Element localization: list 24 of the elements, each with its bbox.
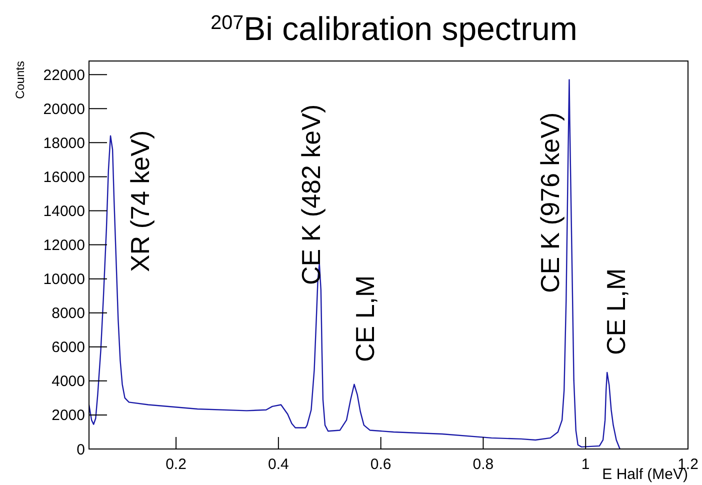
y-tick-label: 12000 bbox=[43, 237, 85, 254]
x-tick-label: 0.4 bbox=[268, 456, 289, 473]
y-tick-label: 6000 bbox=[52, 339, 85, 356]
x-tick-label: 1 bbox=[581, 456, 590, 473]
annotation: XR (74 keV) bbox=[125, 130, 156, 272]
annotation: CE K (976 keV) bbox=[535, 112, 566, 293]
x-tick-label: 0.6 bbox=[370, 456, 392, 473]
y-tick-label: 16000 bbox=[43, 168, 85, 186]
annotation: CE L,M bbox=[350, 275, 380, 362]
y-tick-label: 18000 bbox=[43, 134, 85, 152]
y-tick-label: 20000 bbox=[43, 100, 85, 118]
y-tick-label: 2000 bbox=[52, 407, 85, 424]
y-tick-label: 10000 bbox=[43, 271, 85, 288]
y-tick-label: 4000 bbox=[52, 373, 85, 390]
chart-title: $^{207}$Bi calibration spectrum bbox=[210, 10, 578, 47]
y-axis-title: Counts bbox=[13, 61, 27, 100]
y-tick-label: 8000 bbox=[52, 305, 85, 322]
annotation: CE L,M bbox=[601, 268, 632, 355]
annotation: CE K (482 keV) bbox=[296, 104, 326, 285]
y-tick-label: 14000 bbox=[43, 203, 85, 220]
y-tick-label: 22000 bbox=[43, 66, 85, 84]
x-tick-label: 0.8 bbox=[472, 456, 494, 473]
y-tick-label: 0 bbox=[76, 441, 85, 458]
x-tick-label: 0.2 bbox=[166, 456, 186, 473]
